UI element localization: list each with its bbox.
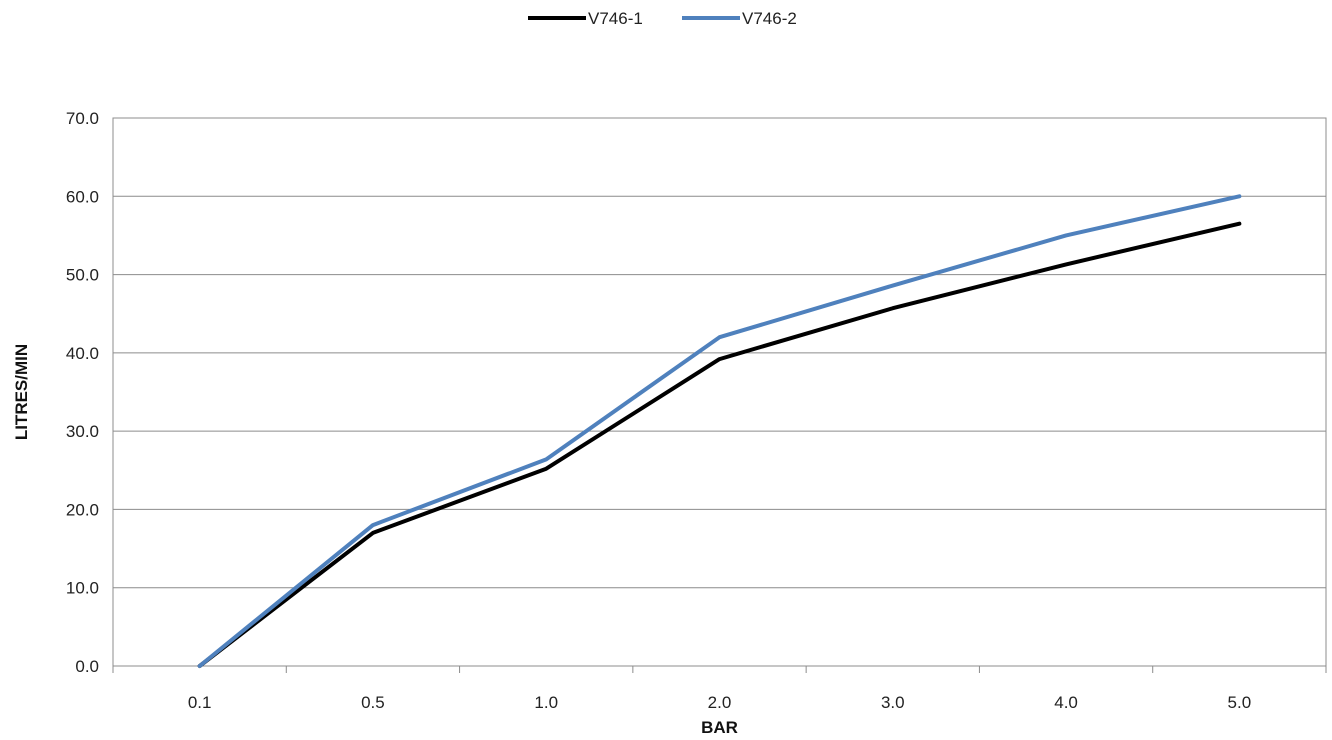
x-tick-label: 2.0 — [708, 693, 732, 712]
legend-label: V746-1 — [588, 9, 643, 28]
plot-area — [112, 117, 1327, 667]
y-tick-label: 10.0 — [66, 579, 99, 598]
x-tick-label: 1.0 — [534, 693, 558, 712]
y-tick-label: 0.0 — [75, 657, 99, 676]
gridlines — [113, 117, 1326, 667]
series-line-v746-1 — [197, 221, 1242, 668]
y-tick-label: 50.0 — [66, 266, 99, 285]
x-tick-label: 4.0 — [1054, 693, 1078, 712]
x-tick-label: 3.0 — [881, 693, 905, 712]
x-tick-label: 0.5 — [361, 693, 385, 712]
x-tick-label: 5.0 — [1228, 693, 1252, 712]
legend: V746-1 V746-2 — [528, 9, 797, 28]
y-tick-label: 40.0 — [66, 344, 99, 363]
x-tick-label: 0.1 — [188, 693, 212, 712]
y-axis-ticks: 0.0 10.0 20.0 30.0 40.0 50.0 60.0 70.0 — [66, 109, 99, 676]
y-tick-label: 30.0 — [66, 422, 99, 441]
y-axis-title: LITRES/MIN — [12, 344, 31, 440]
series-lines — [197, 194, 1242, 668]
y-tick-label: 60.0 — [66, 187, 99, 206]
y-tick-label: 70.0 — [66, 109, 99, 128]
x-axis-ticks: 0.1 0.5 1.0 2.0 3.0 4.0 5.0 — [112, 666, 1327, 712]
series-line-v746-2 — [197, 194, 1242, 668]
y-tick-label: 20.0 — [66, 500, 99, 519]
legend-label: V746-2 — [742, 9, 797, 28]
x-axis-title: BAR — [701, 718, 738, 737]
